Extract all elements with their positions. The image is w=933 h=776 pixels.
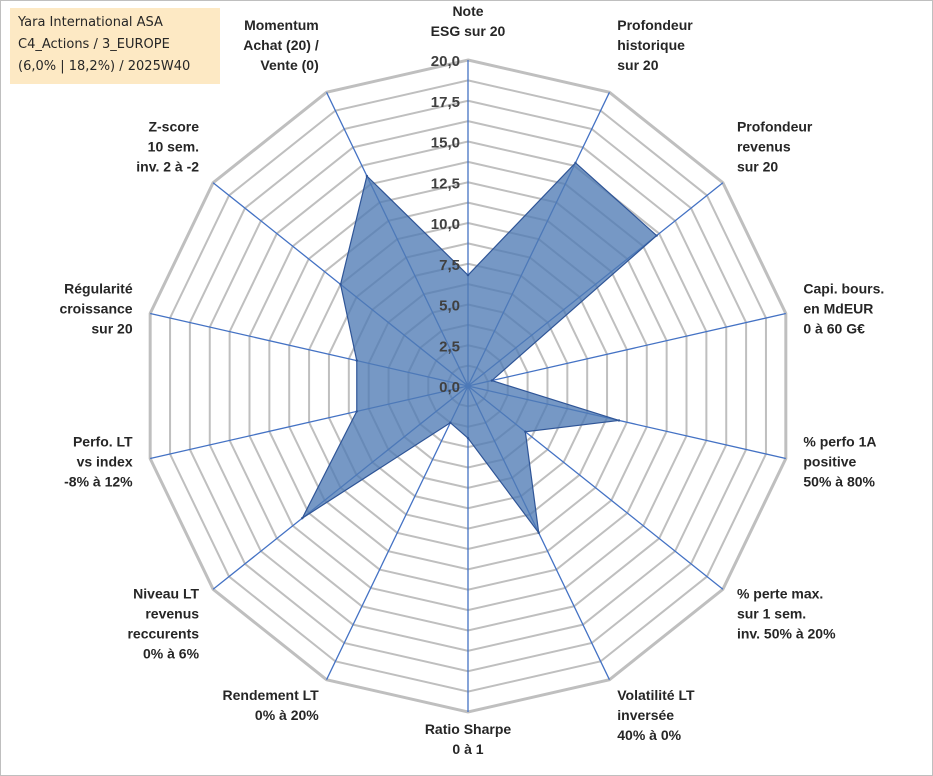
axis-label-line: Rendement LT — [223, 687, 320, 703]
axis-label-line: inv. 2 à -2 — [136, 159, 199, 175]
axis-label-line: Achat (20) / — [243, 37, 319, 53]
axis-label: Perfo. LT vs index -8% à 12% — [64, 434, 133, 490]
tick-label: 5,0 — [439, 298, 460, 315]
axis-label-line: Capi. bours. — [803, 280, 884, 296]
axis-label-line: sur 20 — [617, 57, 658, 73]
data-point — [449, 421, 452, 424]
axis-label-line: -8% à 12% — [64, 474, 133, 490]
axis-label-line: inversée — [617, 707, 674, 723]
axis-label-line: Ratio Sharpe — [425, 721, 512, 737]
data-point — [466, 273, 470, 277]
axis-label-line: 50% à 80% — [803, 474, 875, 490]
axis-label-line: en MdEUR — [803, 300, 873, 316]
spoke-line — [467, 312, 786, 387]
data-point — [574, 161, 577, 164]
axis-label-line: inv. 50% à 20% — [737, 625, 836, 641]
axis-label-line: revenus — [145, 605, 199, 621]
axis-label-line: 40% à 0% — [617, 727, 681, 743]
axis-label: Volatilité LT inversée 40% à 0% — [617, 687, 695, 743]
axis-label-line: Régularité — [64, 280, 133, 296]
axis-label-line: sur 20 — [737, 159, 778, 175]
tick-label: 12,5 — [431, 175, 460, 192]
axis-label: Capi. bours. en MdEUR 0 à 60 G€ — [803, 280, 884, 336]
axis-label-line: Note — [452, 3, 483, 19]
data-point — [339, 283, 342, 286]
axis-label-line: Niveau LT — [133, 585, 199, 601]
axis-label-line: Profondeur — [737, 119, 813, 135]
axis-label-line: 0% à 20% — [255, 707, 319, 723]
axis-label-line: % perfo 1A — [803, 434, 876, 450]
axis-label-line: Profondeur — [617, 17, 693, 33]
axis-label: Niveau LT revenus reccurents 0% à 6% — [127, 585, 199, 661]
data-point — [524, 430, 527, 433]
category-path: C4_Actions / 3_EUROPE — [18, 37, 170, 52]
axis-label: Z-score 10 sem. inv. 2 à -2 — [136, 119, 199, 175]
axis-label-line: Volatilité LT — [617, 687, 695, 703]
spoke-line — [325, 385, 469, 680]
axis-label-line: reccurents — [127, 625, 199, 641]
axis-label-line: revenus — [737, 139, 791, 155]
performance-week: (6,0% | 18,2%) / 2025W40 — [18, 59, 191, 74]
axis-label-line: Z-score — [148, 119, 199, 135]
tick-label: 0,0 — [439, 379, 460, 396]
axis-label-line: 0 à 1 — [452, 741, 483, 757]
axis-label: Rendement LT 0% à 20% — [223, 687, 320, 723]
axis-label-line: 10 sem. — [148, 139, 199, 155]
data-point — [365, 174, 369, 178]
tick-label: 20,0 — [431, 53, 460, 70]
axis-label-line: croissance — [59, 300, 132, 316]
data-point — [617, 419, 621, 422]
axis-label-line: Perfo. LT — [73, 434, 133, 450]
axis-label: Ratio Sharpe 0 à 1 — [425, 721, 512, 757]
axis-label-line: sur 20 — [91, 320, 132, 336]
axis-label-line: ESG sur 20 — [431, 23, 506, 39]
tick-label: 10,0 — [431, 216, 460, 233]
tick-label: 2,5 — [439, 338, 460, 355]
tick-label: 7,5 — [439, 257, 460, 274]
axis-label-line: sur 1 sem. — [737, 605, 806, 621]
axis-label: Profondeur historique sur 20 — [617, 17, 693, 73]
data-point — [490, 379, 494, 382]
info-box: Yara International ASA C4_Actions / 3_EU… — [10, 8, 220, 84]
axis-label-line: 0 à 60 G€ — [803, 320, 865, 336]
axis-label-line: % perte max. — [737, 585, 823, 601]
data-point — [301, 516, 304, 520]
data-point — [355, 359, 358, 362]
data-point — [466, 436, 470, 440]
axis-label-line: Momentum — [244, 17, 319, 33]
axis-label-line: historique — [617, 37, 685, 53]
axis-label: Régularité croissance sur 20 — [59, 280, 132, 336]
axis-label-line: vs index — [77, 454, 133, 470]
axis-label: % perfo 1A positive 50% à 80% — [803, 434, 876, 490]
axis-label-line: positive — [803, 454, 856, 470]
tick-label: 15,0 — [431, 135, 460, 152]
axis-label: Momentum Achat (20) / Vente (0) — [243, 17, 319, 73]
company-name: Yara International ASA — [18, 15, 163, 30]
data-point — [355, 410, 358, 413]
axis-label-line: 0% à 6% — [143, 645, 200, 661]
axis-label: Profondeur revenus sur 20 — [737, 119, 813, 175]
axis-label-line: Vente (0) — [260, 57, 318, 73]
axis-label: % perte max. sur 1 sem. inv. 50% à 20% — [737, 585, 836, 641]
tick-label: 17,5 — [431, 94, 460, 111]
axis-label: Note ESG sur 20 — [431, 3, 506, 39]
data-point — [655, 234, 658, 237]
data-point — [537, 531, 540, 535]
